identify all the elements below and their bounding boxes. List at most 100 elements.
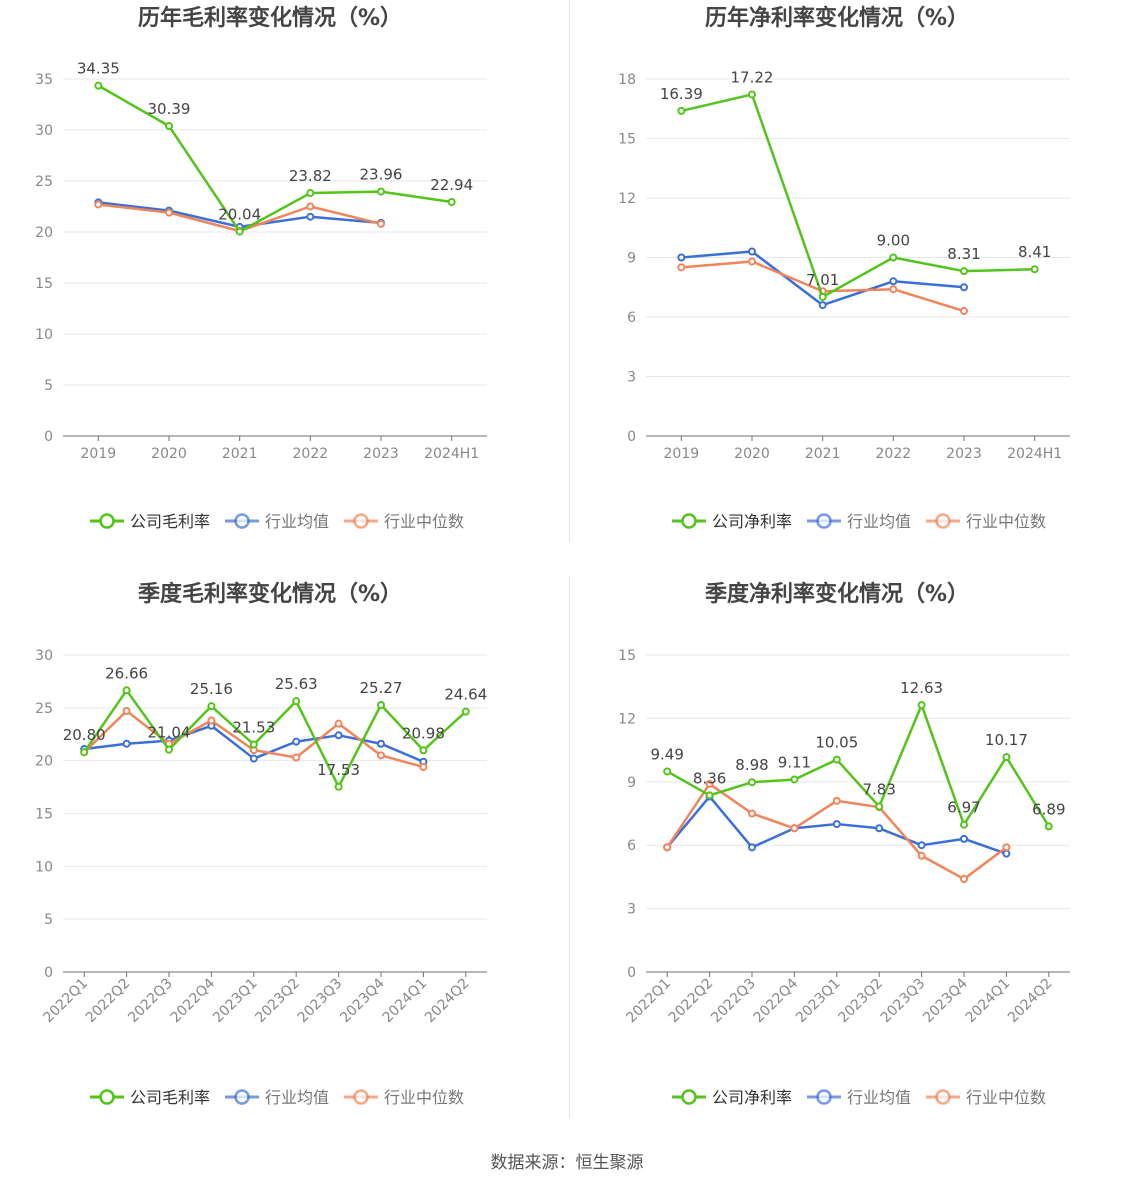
data-point[interactable]	[80, 748, 89, 757]
data-point[interactable]	[94, 200, 103, 209]
data-point[interactable]	[165, 745, 173, 754]
x-tick-label: 2020	[151, 446, 187, 462]
legend-item[interactable]: 行业均值	[225, 512, 329, 531]
data-point[interactable]	[663, 843, 672, 852]
data-point[interactable]	[818, 301, 827, 310]
data-point[interactable]	[207, 702, 216, 711]
data-point[interactable]	[832, 820, 841, 829]
data-point[interactable]	[832, 755, 841, 764]
data-point[interactable]	[1030, 265, 1039, 274]
data-label: 8.36	[693, 769, 726, 787]
data-point[interactable]	[165, 122, 173, 131]
data-point[interactable]	[790, 775, 799, 784]
data-point[interactable]	[705, 791, 714, 800]
data-point[interactable]	[1002, 849, 1011, 858]
data-point[interactable]	[875, 802, 884, 811]
data-point[interactable]	[875, 824, 884, 833]
data-point[interactable]	[377, 739, 385, 748]
data-point[interactable]	[677, 253, 686, 262]
data-point[interactable]	[122, 707, 131, 716]
data-point[interactable]	[960, 283, 968, 292]
data-point[interactable]	[122, 686, 131, 695]
data-point[interactable]	[292, 697, 301, 706]
y-tick-label: 3	[627, 370, 636, 386]
y-tick-label: 25	[35, 701, 53, 717]
data-label: 25.16	[190, 680, 233, 698]
data-point[interactable]	[748, 843, 756, 852]
chart-svg: 历年净利率变化情况（%） 0 3 6 9 12 15 18 2019 2020 2021 2022 20…	[618, 5, 1070, 531]
x-tick-label: 2022Q3	[125, 976, 176, 1027]
data-point[interactable]	[705, 779, 714, 788]
legend-item[interactable]: 行业中位数	[926, 1088, 1046, 1107]
data-point[interactable]	[377, 187, 385, 196]
data-label: 22.94	[430, 176, 473, 194]
data-point[interactable]	[249, 740, 258, 749]
legend-item[interactable]: 公司净利率	[672, 1088, 792, 1107]
legend-item[interactable]: 行业中位数	[344, 1088, 464, 1107]
data-point[interactable]	[249, 754, 258, 763]
data-point[interactable]	[122, 739, 131, 748]
data-point[interactable]	[306, 189, 315, 198]
data-point[interactable]	[748, 809, 756, 818]
data-point[interactable]	[960, 307, 968, 316]
data-point[interactable]	[748, 90, 756, 99]
data-point[interactable]	[377, 700, 385, 709]
data-point[interactable]	[832, 796, 841, 805]
data-point[interactable]	[334, 719, 343, 728]
x-tick-label: 2023Q1	[210, 976, 261, 1027]
data-point[interactable]	[889, 285, 898, 294]
y-tick-label: 9	[627, 775, 636, 791]
data-point[interactable]	[292, 753, 301, 762]
data-point[interactable]	[960, 820, 968, 829]
x-tick-label: 2019	[664, 446, 700, 462]
data-point[interactable]	[748, 778, 756, 787]
legend-item[interactable]: 行业中位数	[344, 512, 464, 531]
data-point[interactable]	[377, 751, 385, 760]
data-point[interactable]	[334, 782, 343, 791]
data-point[interactable]	[748, 257, 756, 266]
x-tick-label: 2022Q3	[708, 976, 759, 1027]
data-point[interactable]	[960, 267, 968, 276]
chart-title: 季度毛利率变化情况（%）	[138, 581, 402, 607]
data-point[interactable]	[292, 737, 301, 746]
data-point[interactable]	[461, 707, 470, 716]
series-line	[681, 93, 1035, 299]
legend-item[interactable]: 行业均值	[807, 512, 911, 531]
data-point[interactable]	[334, 731, 343, 740]
data-point[interactable]	[447, 198, 456, 207]
data-point[interactable]	[917, 851, 926, 860]
data-point[interactable]	[94, 81, 103, 90]
data-point[interactable]	[960, 834, 968, 843]
data-point[interactable]	[207, 716, 216, 725]
data-point[interactable]	[419, 763, 428, 772]
data-point[interactable]	[306, 212, 315, 221]
y-tick-label: 15	[35, 276, 53, 292]
legend-item[interactable]: 公司毛利率	[90, 512, 210, 531]
data-point[interactable]	[889, 253, 898, 262]
data-point[interactable]	[960, 875, 968, 884]
data-point[interactable]	[419, 746, 428, 755]
data-point[interactable]	[748, 247, 756, 256]
data-point[interactable]	[818, 292, 827, 301]
data-point[interactable]	[1044, 822, 1053, 831]
data-point[interactable]	[1002, 843, 1011, 852]
data-point[interactable]	[790, 824, 799, 833]
data-point[interactable]	[663, 767, 672, 776]
data-point[interactable]	[1002, 753, 1011, 762]
legend-item[interactable]: 公司净利率	[672, 512, 792, 531]
legend-item[interactable]: 行业均值	[225, 1088, 329, 1107]
data-point[interactable]	[235, 227, 244, 236]
data-point[interactable]	[165, 208, 173, 217]
legend-label: 公司净利率	[712, 1088, 792, 1107]
data-point[interactable]	[889, 277, 898, 286]
legend-item[interactable]: 公司毛利率	[90, 1088, 210, 1107]
data-point[interactable]	[677, 263, 686, 272]
legend-item[interactable]: 行业均值	[807, 1088, 911, 1107]
data-point[interactable]	[677, 106, 686, 115]
legend-item[interactable]: 行业中位数	[926, 512, 1046, 531]
data-point[interactable]	[377, 219, 385, 228]
data-point[interactable]	[306, 202, 315, 211]
data-point[interactable]	[917, 701, 926, 710]
x-tick-label: 2024Q2	[1005, 976, 1056, 1027]
data-point[interactable]	[917, 841, 926, 850]
